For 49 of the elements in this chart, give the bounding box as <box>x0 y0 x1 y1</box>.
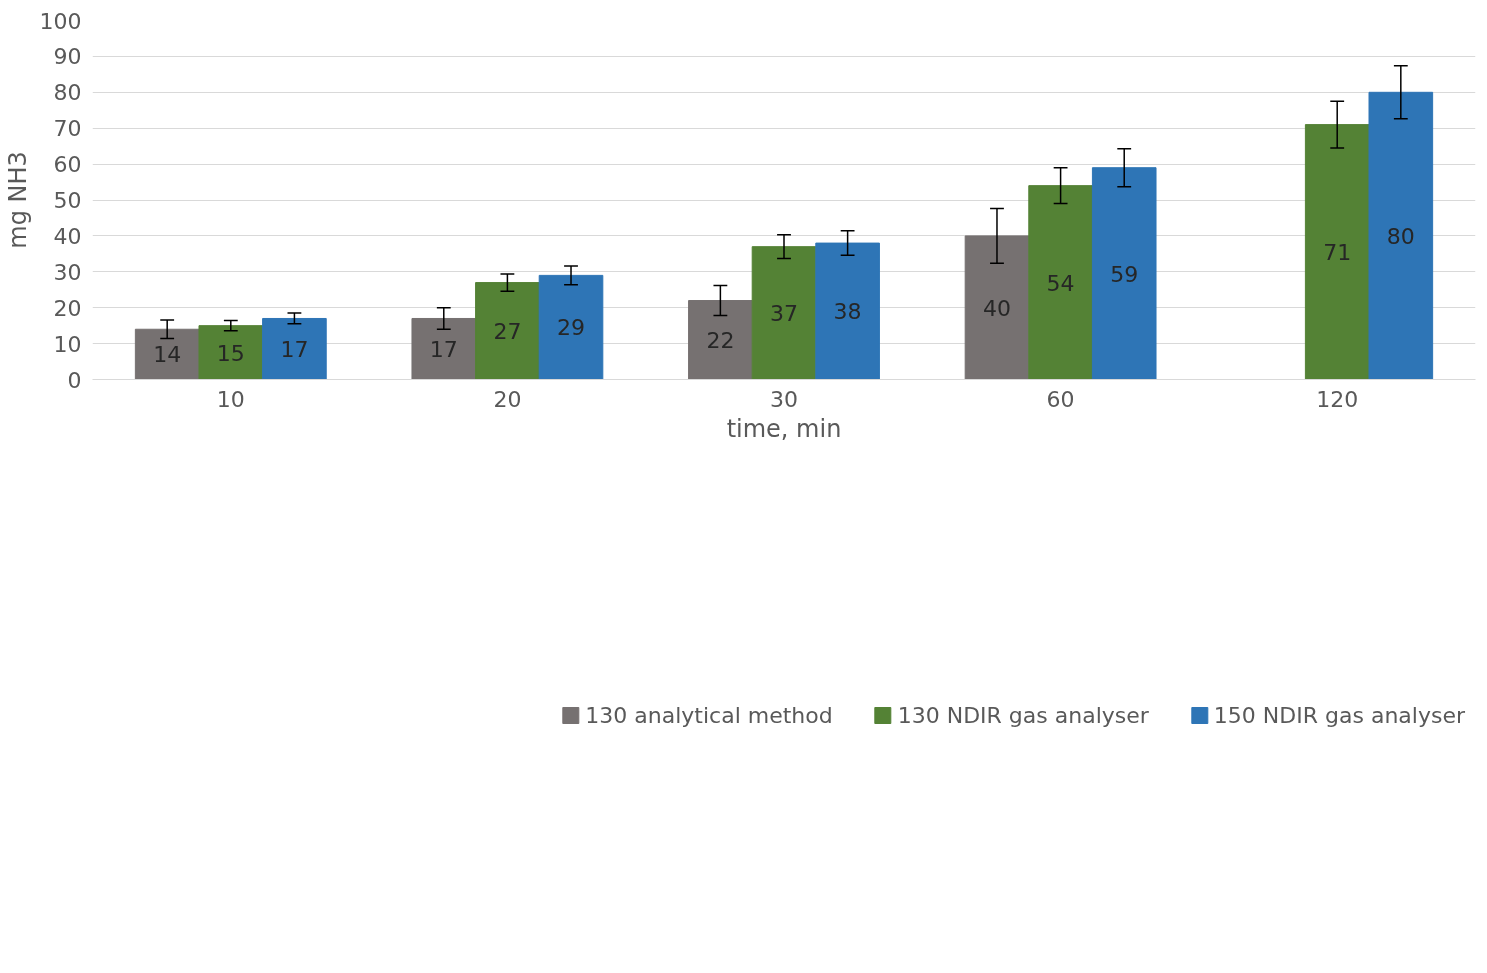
x-tick-label: 120 <box>1316 386 1359 412</box>
y-tick-label: 20 <box>53 295 82 321</box>
bar <box>688 300 753 380</box>
data-label: 27 <box>493 319 522 345</box>
data-label: 71 <box>1323 240 1352 266</box>
y-tick-label: 50 <box>53 188 82 213</box>
legend-label: 150 NDIR gas analyser <box>1213 702 1465 728</box>
data-label: 29 <box>557 315 586 341</box>
y-tick-label: 70 <box>53 116 82 142</box>
y-tick-label: 10 <box>53 331 82 357</box>
data-label: 14 <box>153 342 182 368</box>
x-tick-label: 60 <box>1046 386 1075 412</box>
data-label: 80 <box>1386 223 1415 249</box>
y-axis-title: mg NH3 <box>3 151 32 249</box>
bar <box>1304 124 1370 380</box>
data-label: 22 <box>706 328 735 354</box>
data-label: 54 <box>1046 270 1075 296</box>
data-label: 59 <box>1110 261 1139 287</box>
y-tick-label: 90 <box>53 44 82 70</box>
bar <box>411 317 477 380</box>
bar <box>198 325 264 380</box>
data-label: 15 <box>216 340 245 366</box>
bar <box>815 242 880 380</box>
data-label: 17 <box>280 336 309 362</box>
y-tick-label: 0 <box>67 367 82 393</box>
bar <box>1028 185 1093 380</box>
bar <box>751 246 817 380</box>
data-label: 38 <box>833 299 862 325</box>
data-label: 40 <box>982 295 1011 321</box>
x-axis-title: time, min <box>726 414 842 443</box>
x-tick-label: 20 <box>493 386 522 412</box>
bar <box>964 235 1030 380</box>
bar <box>1368 91 1434 380</box>
y-tick-label: 30 <box>53 259 82 285</box>
x-tick-label: 30 <box>770 386 798 412</box>
x-tick-label: 10 <box>216 386 245 412</box>
bar <box>475 282 540 380</box>
y-tick-label: 40 <box>53 223 82 249</box>
legend-label: 130 analytical method <box>585 702 833 728</box>
data-label: 37 <box>770 301 798 327</box>
data-label: 17 <box>429 336 458 362</box>
y-tick-label: 80 <box>53 80 82 106</box>
y-tick-label: 100 <box>39 8 82 34</box>
y-tick-label: 60 <box>53 152 82 178</box>
legend-label: 130 NDIR gas analyser <box>897 702 1149 728</box>
bar <box>262 317 327 380</box>
bar <box>134 328 200 380</box>
bar <box>1091 167 1157 380</box>
bar <box>538 274 604 380</box>
